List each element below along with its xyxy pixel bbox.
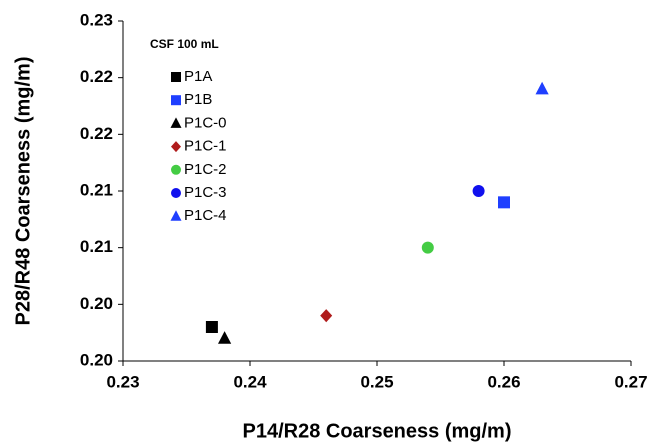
- y-tick-label: 0.22: [80, 67, 113, 86]
- y-tick-label: 0.21: [80, 180, 113, 199]
- legend-label: P1C-0: [184, 114, 227, 131]
- legend-label: P1C-2: [184, 161, 227, 178]
- y-tick-label: 0.23: [80, 10, 113, 29]
- legend-label: P1B: [184, 91, 212, 108]
- legend-marker: [171, 95, 181, 106]
- legend-marker: [171, 141, 181, 153]
- point: [320, 309, 333, 323]
- legend-marker: [170, 210, 182, 221]
- y-tick-label: 0.20: [80, 350, 113, 369]
- legend-marker: [171, 72, 181, 82]
- point: [498, 196, 510, 209]
- x-tick-label: 0.25: [360, 372, 393, 391]
- y-axis-title: P28/R48 Coarseness (mg/m): [12, 56, 34, 325]
- point: [535, 81, 549, 95]
- x-tick-label: 0.23: [106, 372, 139, 391]
- x-axis-title: P14/R28 Coarseness (mg/m): [242, 420, 511, 442]
- x-tick-label: 0.24: [233, 372, 267, 391]
- legend-label: P1C-1: [184, 138, 227, 155]
- legend-label: P1C-3: [184, 184, 227, 201]
- point: [205, 321, 218, 333]
- point: [472, 185, 485, 197]
- y-tick-label: 0.21: [80, 237, 113, 256]
- legend-label: P1A: [184, 68, 212, 85]
- y-tick-label: 0.22: [80, 124, 113, 143]
- legend-title: CSF 100 mL: [150, 37, 219, 51]
- legend-label: P1C-4: [184, 207, 227, 224]
- legend-marker: [171, 164, 181, 175]
- x-tick-label: 0.26: [487, 372, 520, 391]
- point: [421, 241, 434, 254]
- point: [218, 331, 232, 344]
- x-tick-label: 0.27: [614, 372, 647, 391]
- legend-marker: [171, 188, 181, 198]
- legend-marker: [170, 117, 182, 128]
- y-tick-label: 0.20: [80, 294, 113, 313]
